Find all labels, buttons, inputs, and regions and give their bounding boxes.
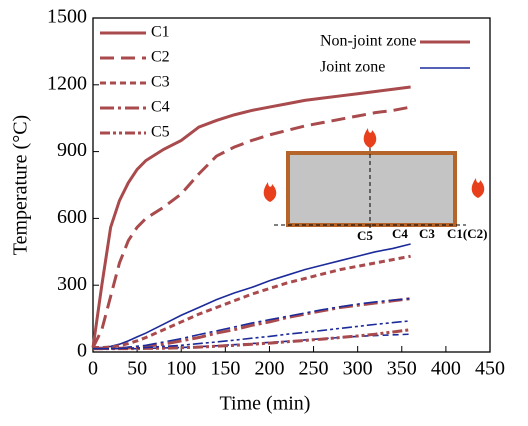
inset-label: C3: [419, 226, 435, 241]
series-line: [93, 297, 411, 350]
x-tick-label: 300: [343, 358, 373, 380]
x-tick-label: 0: [88, 358, 98, 380]
legend-label: C2: [151, 49, 170, 66]
series-line: [93, 328, 411, 351]
y-tick-label: 0: [77, 340, 87, 362]
inset-label: C4: [392, 226, 408, 241]
inset-label: C1(C2): [447, 226, 487, 241]
y-axis-title: Temperature (°C): [10, 115, 32, 255]
x-tick-label: 100: [166, 358, 196, 380]
x-tick-label: 250: [299, 358, 329, 380]
legend-label: C5: [151, 124, 170, 141]
legend-label: C1: [151, 24, 170, 41]
flame: [263, 182, 277, 202]
y-tick-label: 900: [57, 139, 87, 161]
y-tick-label: 1500: [47, 6, 87, 28]
series-line: [93, 320, 411, 350]
legend-label: C4: [151, 99, 170, 116]
legend-label: C3: [151, 74, 170, 91]
x-tick-label: 350: [387, 358, 417, 380]
y-tick-label: 300: [57, 273, 87, 295]
series-line: [93, 254, 411, 350]
inset-label: C5: [357, 228, 373, 243]
legend-label: Non-joint zone: [320, 33, 416, 50]
x-tick-label: 400: [431, 358, 461, 380]
specimen: [286, 151, 457, 227]
x-axis-title: Time (min): [220, 393, 311, 415]
flame: [471, 178, 485, 198]
x-tick-label: 50: [127, 358, 147, 380]
x-tick-label: 450: [475, 358, 505, 380]
x-tick-label: 150: [210, 358, 240, 380]
flame: [363, 128, 377, 148]
plot-frame: [92, 17, 491, 353]
y-tick-label: 600: [57, 206, 87, 228]
inset: C5 C4 C3 C1(C2): [263, 128, 487, 243]
y-tick-label: 1200: [47, 72, 87, 94]
x-tick-label: 200: [254, 358, 284, 380]
series-line: [91, 85, 411, 348]
legend-label: Joint zone: [320, 59, 385, 76]
series-line: [93, 243, 411, 349]
